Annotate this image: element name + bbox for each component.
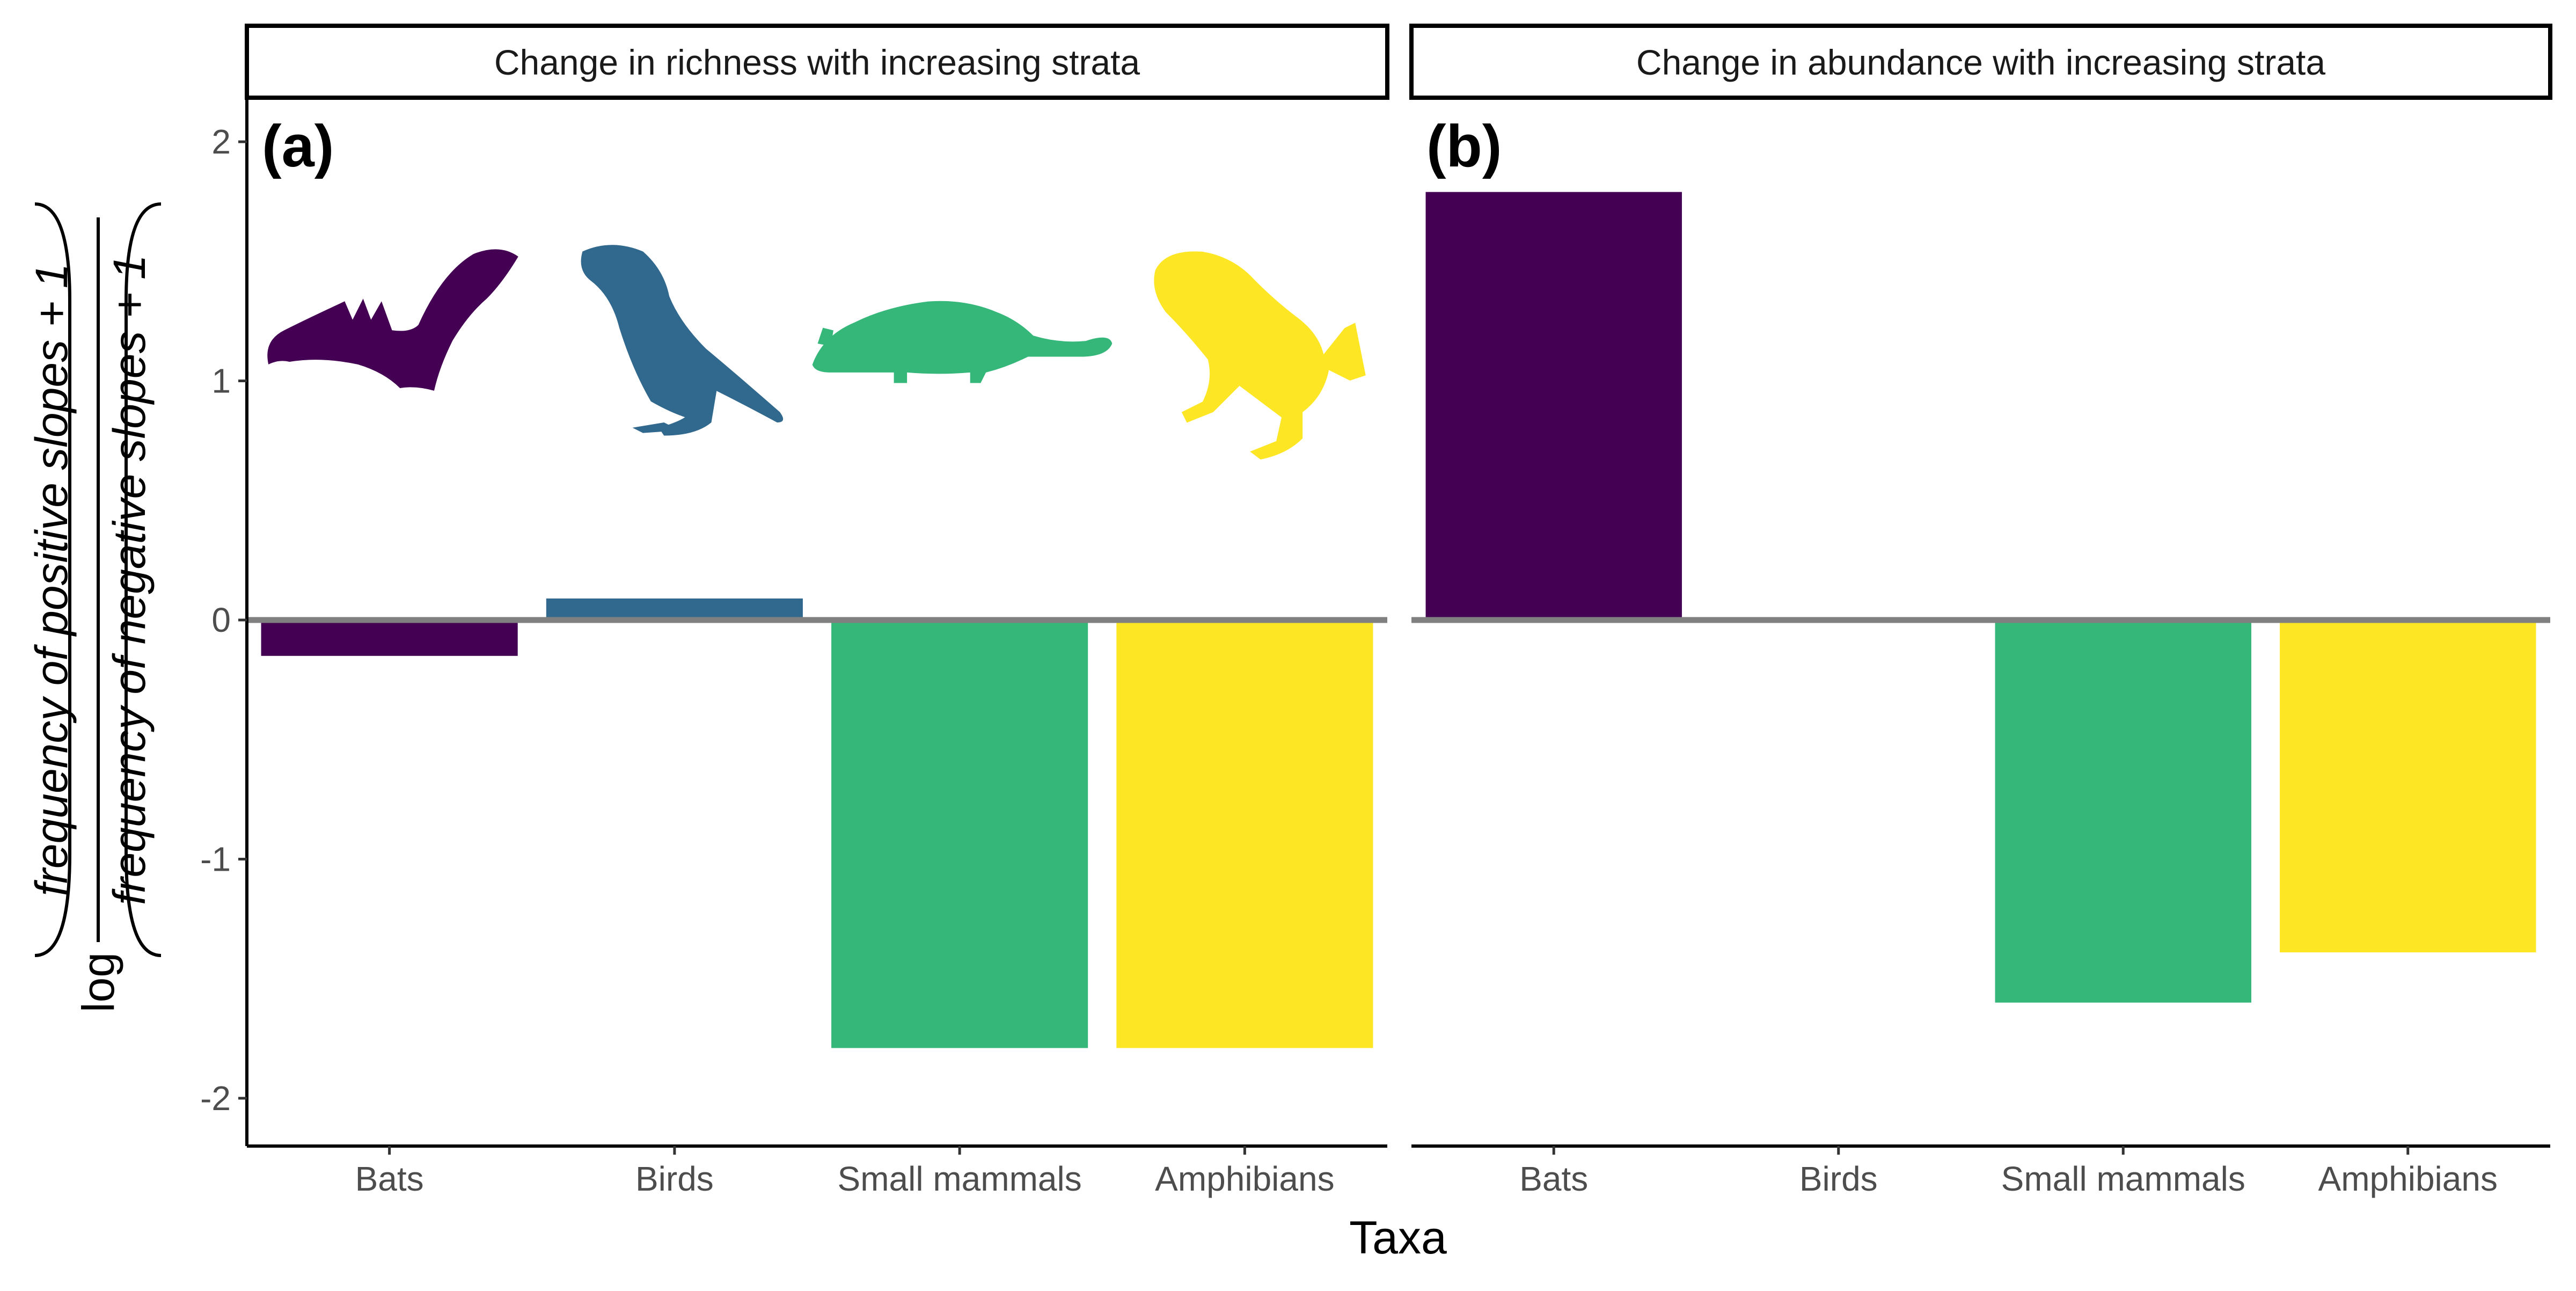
x-tick-label: Birds bbox=[635, 1159, 714, 1198]
facet-strip-label: Change in abundance with increasing stra… bbox=[1636, 42, 2325, 82]
x-tick-label: Bats bbox=[355, 1159, 424, 1198]
x-tick-label: Birds bbox=[1799, 1159, 1878, 1198]
panel-tag: (a) bbox=[262, 113, 334, 179]
facet-strip-box bbox=[1409, 24, 2552, 100]
bird-icon-shape bbox=[632, 422, 680, 433]
opossum-icon bbox=[812, 301, 1113, 383]
x-tick-label: Amphibians bbox=[2318, 1159, 2498, 1198]
bar-small-mammals bbox=[1995, 620, 2251, 1003]
facet-strip-label: Change in richness with increasing strat… bbox=[494, 42, 1140, 82]
opossum-icon-shape bbox=[812, 301, 1113, 383]
panel-a: Change in richness with increasing strat… bbox=[200, 24, 1389, 1198]
frog-icon bbox=[1154, 251, 1366, 459]
y-axis-title-paren-left bbox=[125, 202, 162, 957]
x-tick-label: Amphibians bbox=[1155, 1159, 1334, 1198]
bat-icon-shape bbox=[267, 249, 518, 391]
y-tick-label: -1 bbox=[200, 840, 231, 878]
x-axis-title: Taxa bbox=[1349, 1212, 1447, 1264]
panel-b: Change in abundance with increasing stra… bbox=[1409, 24, 2552, 1198]
bird-icon-shape bbox=[581, 245, 784, 436]
x-tick-label: Small mammals bbox=[2001, 1159, 2245, 1198]
x-tick-label: Bats bbox=[1519, 1159, 1588, 1198]
y-axis-title-log: log bbox=[73, 952, 123, 1012]
y-tick-label: 1 bbox=[211, 362, 231, 400]
opossum-icon-shape bbox=[817, 327, 833, 346]
bar-amphibians bbox=[1116, 620, 1373, 1048]
y-tick-label: 0 bbox=[211, 601, 231, 639]
bar-amphibians bbox=[2280, 620, 2536, 953]
x-tick-label: Small mammals bbox=[838, 1159, 1082, 1198]
panel-tag: (b) bbox=[1426, 113, 1502, 179]
y-tick-label: -2 bbox=[200, 1079, 231, 1118]
y-axis-title: log frequency of positive slopes + 1 fre… bbox=[26, 202, 162, 1012]
y-axis-title-paren-right bbox=[34, 202, 71, 957]
bar-bats bbox=[261, 620, 518, 656]
bar-bats bbox=[1425, 192, 1682, 620]
bar-small-mammals bbox=[831, 620, 1088, 1048]
facet-strip-box bbox=[245, 24, 1389, 100]
y-axis-title-denominator: frequency of negative slopes + 1 bbox=[104, 254, 155, 905]
y-tick-label: 2 bbox=[211, 122, 231, 161]
bat-icon bbox=[267, 249, 518, 391]
frog-icon-shape bbox=[1154, 251, 1366, 459]
bird-icon bbox=[581, 245, 784, 436]
bar-birds bbox=[546, 598, 803, 620]
